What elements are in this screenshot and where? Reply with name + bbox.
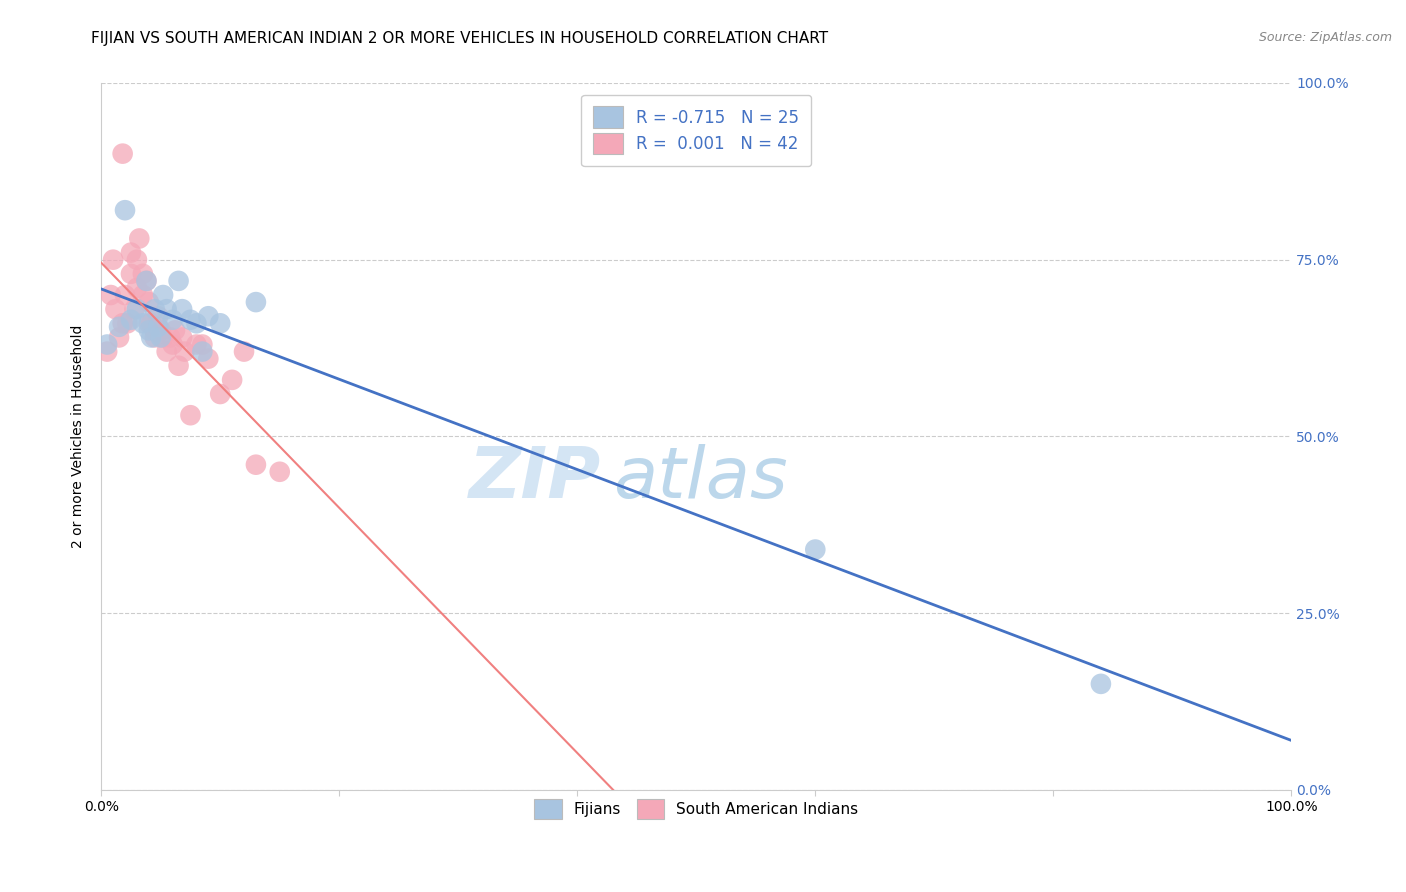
Point — [108, 330, 131, 344]
Point — [132, 267, 155, 281]
Point — [100, 288, 122, 302]
Point — [128, 231, 150, 245]
Point — [152, 288, 174, 302]
Point — [101, 252, 124, 267]
Point — [135, 274, 157, 288]
Point — [179, 312, 201, 326]
Point — [148, 319, 170, 334]
Point — [179, 408, 201, 422]
Point — [141, 330, 163, 344]
Point — [117, 316, 139, 330]
Point — [120, 245, 142, 260]
Y-axis label: 2 or more Vehicles in Household: 2 or more Vehicles in Household — [72, 325, 86, 548]
Point — [138, 323, 160, 337]
Point — [186, 316, 208, 330]
Point — [148, 310, 170, 324]
Point — [138, 295, 160, 310]
Point — [233, 344, 256, 359]
Point — [245, 295, 267, 310]
Point — [172, 330, 194, 344]
Point — [173, 344, 195, 359]
Point — [149, 330, 172, 344]
Point — [114, 288, 136, 302]
Point — [143, 302, 166, 317]
Point — [197, 310, 219, 324]
Point — [124, 302, 146, 317]
Legend: Fijians, South American Indians: Fijians, South American Indians — [529, 793, 865, 825]
Point — [221, 373, 243, 387]
Point — [96, 337, 118, 351]
Point — [209, 387, 232, 401]
Point — [111, 146, 134, 161]
Point — [132, 288, 155, 302]
Point — [245, 458, 267, 472]
Text: ZIP: ZIP — [468, 444, 600, 513]
Point — [149, 323, 172, 337]
Point — [111, 316, 134, 330]
Point — [156, 302, 179, 317]
Point — [804, 542, 827, 557]
Point — [167, 359, 190, 373]
Point — [209, 316, 232, 330]
Point — [120, 267, 142, 281]
Point — [191, 337, 214, 351]
Point — [159, 330, 181, 344]
Point — [125, 302, 148, 317]
Point — [152, 330, 174, 344]
Point — [143, 330, 166, 344]
Point — [186, 337, 208, 351]
Point — [269, 465, 291, 479]
Point — [143, 323, 166, 337]
Point — [114, 203, 136, 218]
Text: FIJIAN VS SOUTH AMERICAN INDIAN 2 OR MORE VEHICLES IN HOUSEHOLD CORRELATION CHAR: FIJIAN VS SOUTH AMERICAN INDIAN 2 OR MOR… — [91, 31, 828, 46]
Point — [138, 316, 160, 330]
Point — [162, 337, 184, 351]
Point — [156, 344, 179, 359]
Point — [141, 316, 163, 330]
Point — [125, 252, 148, 267]
Text: atlas: atlas — [613, 444, 787, 513]
Point — [120, 312, 142, 326]
Point — [125, 281, 148, 295]
Point — [135, 274, 157, 288]
Point — [163, 323, 186, 337]
Point — [108, 319, 131, 334]
Point — [172, 302, 194, 317]
Point — [191, 344, 214, 359]
Point — [162, 312, 184, 326]
Point — [197, 351, 219, 366]
Point — [96, 344, 118, 359]
Point — [167, 274, 190, 288]
Text: Source: ZipAtlas.com: Source: ZipAtlas.com — [1258, 31, 1392, 45]
Point — [1090, 677, 1112, 691]
Point — [104, 302, 127, 317]
Point — [132, 316, 155, 330]
